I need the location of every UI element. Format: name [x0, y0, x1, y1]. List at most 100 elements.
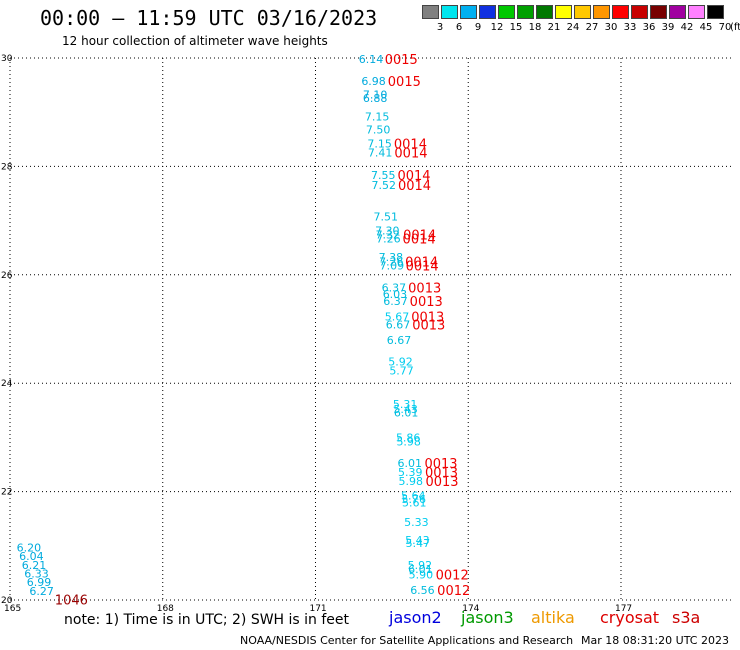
time-label: 0013: [425, 466, 458, 481]
swh-value: 7.50: [366, 124, 391, 137]
credit-line: NOAA/NESDIS Center for Satellite Applica…: [240, 634, 574, 647]
color-scale-label: 15: [509, 22, 523, 33]
swh-value: 6.67: [387, 334, 412, 347]
time-label: 0014: [394, 138, 427, 153]
color-scale-label: 70: [718, 22, 732, 33]
satellite-label-s3a: s3a: [672, 608, 701, 627]
swh-value: 6.33: [24, 567, 49, 580]
lon-tick-label: 174: [462, 604, 479, 614]
swh-value: 5.61: [402, 496, 427, 509]
time-label: 0014: [403, 229, 436, 244]
time-label: 0013: [424, 457, 457, 472]
lat-tick-label: 28: [1, 162, 13, 172]
swh-value: 6.88: [363, 92, 388, 105]
lat-tick-label: 24: [1, 379, 13, 389]
swh-value: 5.33: [404, 516, 429, 529]
time-label: 0013: [410, 295, 443, 310]
swh-value: 5.39: [398, 466, 423, 479]
time-label: 0013: [425, 475, 458, 490]
swh-value: 7.30: [375, 224, 400, 237]
satellite-label-jason3: jason3: [461, 608, 514, 627]
page-subtitle: 12 hour collection of altimeter wave hei…: [62, 34, 328, 48]
color-scale-swatch: [536, 5, 553, 19]
time-label: 0014: [397, 169, 430, 184]
color-scale-label: 24: [566, 22, 580, 33]
swh-value: 5.92: [388, 356, 413, 369]
swh-value: 7.09: [380, 260, 405, 273]
time-label: 0015: [388, 75, 421, 90]
color-scale-unit: (ft): [730, 22, 740, 33]
swh-value: 7.26: [376, 232, 401, 245]
swh-value: 7.10: [363, 88, 388, 101]
time-label: 0014: [394, 146, 427, 161]
swh-value: 5.98: [398, 475, 423, 488]
swh-value: 6.67: [386, 319, 411, 332]
swh-value: 5.43: [393, 403, 418, 416]
time-label: 0014: [405, 255, 438, 270]
swh-value: 6.01: [408, 563, 433, 576]
time-label: 0013: [411, 311, 444, 326]
swh-value: 6.01: [397, 457, 422, 470]
swh-value: 6.03: [383, 288, 408, 301]
color-scale-label: 3: [436, 22, 444, 33]
swh-value: 6.27: [29, 585, 53, 598]
swh-value: 5.90: [409, 569, 434, 582]
swh-value: 5.76: [402, 493, 427, 506]
lat-tick-label: 22: [1, 488, 12, 498]
lat-tick-label: 26: [1, 271, 13, 281]
color-scale-swatch: [612, 5, 629, 19]
color-scale-label: 39: [661, 22, 675, 33]
time-label: 0015: [385, 53, 418, 68]
swh-value: 5.43: [405, 534, 430, 547]
swh-value: 6.56: [410, 584, 435, 597]
swh-value: 5.31: [393, 398, 418, 411]
swh-value: 6.20: [17, 541, 42, 554]
swh-value: 6.14: [359, 53, 384, 66]
swh-value: 6.04: [19, 550, 43, 563]
swh-value: 5.86: [396, 431, 421, 444]
lon-tick-label: 171: [309, 604, 326, 614]
lon-tick-label: 168: [157, 604, 174, 614]
color-scale-label: 36: [642, 22, 656, 33]
swh-value: 7.41: [368, 146, 393, 159]
swh-value: 6.01: [394, 406, 419, 419]
color-scale-label: 30: [604, 22, 618, 33]
lon-tick-label: 177: [615, 604, 632, 614]
satellite-label-jason2: jason2: [389, 608, 442, 627]
time-label: 0014: [403, 232, 436, 247]
swh-value: 7.38: [379, 251, 404, 264]
color-scale-swatch: [479, 5, 496, 19]
color-scale-swatch: [631, 5, 648, 19]
swh-value: 7.51: [374, 210, 399, 223]
color-scale-swatch: [498, 5, 515, 19]
units-note: note: 1) Time is in UTC; 2) SWH is in fe…: [64, 612, 350, 628]
swh-value: 5.67: [385, 311, 410, 324]
lat-tick-label: 30: [1, 54, 13, 64]
swh-value: 6.37: [383, 295, 408, 308]
color-scale-swatch: [688, 5, 705, 19]
lat-tick-label: 20: [1, 596, 13, 606]
color-scale-label: 12: [490, 22, 504, 33]
swh-value: 7.26: [379, 255, 404, 268]
satellite-label-altika: altika: [531, 608, 575, 627]
swh-value: 5.77: [389, 365, 414, 378]
swh-value: 5.98: [396, 436, 421, 449]
color-scale-swatch: [669, 5, 686, 19]
color-scale-swatch: [593, 5, 610, 19]
time-label: 1046: [55, 593, 88, 608]
lon-tick-label: 165: [4, 604, 21, 614]
swh-value: 5.92: [408, 559, 433, 572]
swh-value: 5.47: [406, 537, 431, 550]
swh-value: 6.98: [361, 75, 386, 88]
swh-value: 6.37: [382, 281, 407, 294]
time-label: 0012: [436, 569, 469, 584]
color-scale-swatch: [707, 5, 724, 19]
swh-value: 7.15: [365, 111, 390, 124]
generation-timestamp: Mar 18 08:31:20 UTC 2023: [581, 634, 729, 647]
color-scale-swatch: [441, 5, 458, 19]
time-label: 0014: [398, 179, 431, 194]
time-label: 0013: [408, 281, 441, 296]
color-scale-label: 27: [585, 22, 599, 33]
color-scale-label: 33: [623, 22, 637, 33]
